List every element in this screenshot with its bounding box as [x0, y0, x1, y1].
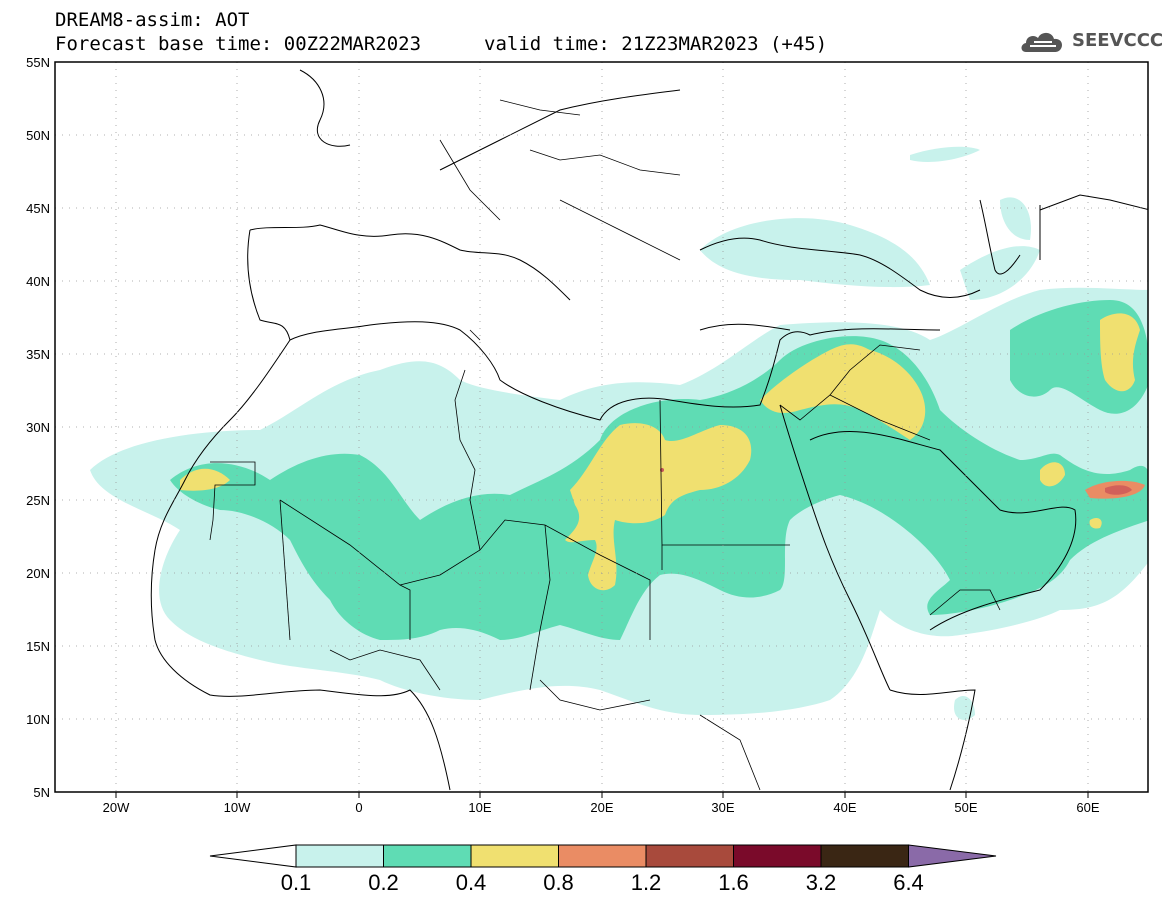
graticule — [55, 62, 1148, 792]
lon-tick-label: 20E — [590, 800, 614, 815]
lat-tick-label: 40N — [26, 274, 50, 289]
colorbar-label: 3.2 — [805, 870, 837, 895]
colorbar-label: 0.2 — [368, 870, 399, 895]
lon-tick-label: 0 — [355, 800, 363, 815]
lon-tick-label: 60E — [1076, 800, 1100, 815]
lat-tick-label: 25N — [26, 493, 50, 508]
base-time-label: Forecast base time: 00Z22MAR2023 — [55, 33, 422, 55]
lat-tick-label: 35N — [26, 347, 50, 362]
colorbar-label: 1.6 — [718, 870, 749, 895]
aot-level-0-4-region — [180, 313, 1140, 591]
lon-tick-label: 50E — [954, 800, 978, 815]
lon-tick-label: 10W — [223, 800, 251, 815]
colorbar-label: 0.8 — [543, 870, 574, 895]
colorbar-label: 0.1 — [280, 870, 312, 895]
lon-tick-label: 20W — [102, 800, 130, 815]
colorbar-label: 1.2 — [630, 870, 662, 895]
lat-tick-label: 55N — [26, 55, 50, 70]
product-title: DREAM8-assim: AOT — [55, 9, 250, 31]
valid-time-label: valid time: 21Z23MAR2023 (+45) — [484, 33, 828, 55]
lon-tick-label: 40E — [833, 800, 857, 815]
logo-text: SEEVCCC — [1072, 30, 1164, 51]
lat-tick-label: 30N — [26, 420, 50, 435]
lon-tick-label: 30E — [711, 800, 735, 815]
axis-ticks — [115, 792, 1089, 798]
lat-tick-label: 15N — [26, 639, 50, 654]
lat-tick-label: 45N — [26, 201, 50, 216]
colorbar-label: 0.4 — [455, 870, 487, 895]
country-borders — [209, 99, 1001, 791]
aot-high-region — [660, 468, 1145, 499]
lon-tick-label: 10E — [468, 800, 492, 815]
lat-tick-label: 5N — [33, 785, 50, 800]
colorbar-label: 6.4 — [893, 870, 924, 895]
cloud-logo-icon — [1021, 32, 1062, 52]
lat-tick-label: 20N — [26, 566, 50, 581]
lat-tick-label: 10N — [26, 712, 50, 727]
lat-tick-label: 50N — [26, 128, 50, 143]
coastline-outlines — [150, 69, 1148, 791]
